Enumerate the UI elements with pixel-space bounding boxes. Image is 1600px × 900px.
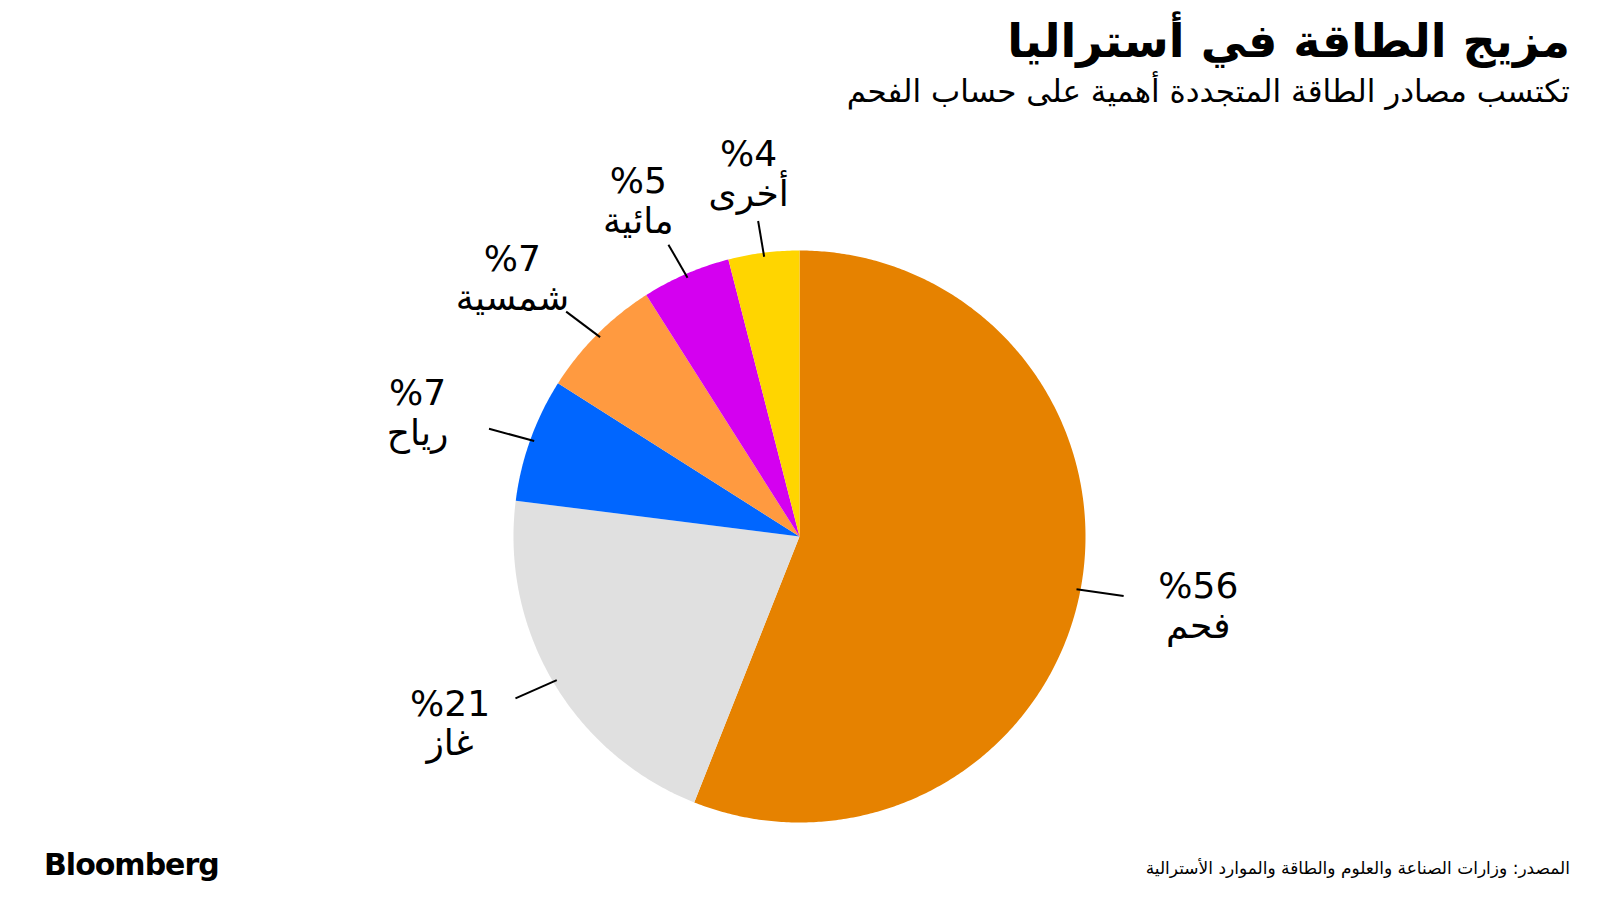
svg-text:%7رياح: %7رياح [387,372,449,454]
html-text:مزيج الطاقة في أستراليا: مزيج الطاقة في أستراليا [1007,14,1570,68]
svg-text:%5مائية: %5مائية [603,160,673,241]
svg-text:%21غاز: %21غاز [410,683,490,765]
html-text:المصدر: وزارات الصناعة والعلوم: المصدر: وزارات الصناعة والعلوم والطاقة و… [1145,858,1570,878]
svg-text:%7شمسية: %7شمسية [456,238,569,319]
svg-text:%4أخرى: %4أخرى [708,133,788,215]
html-text:Bloomberg: Bloomberg [44,847,219,882]
html-text:تكتسب مصادر الطاقة المتجددة أه: تكتسب مصادر الطاقة المتجددة أهمية على حس… [846,73,1570,110]
svg-text:%56فحم: %56فحم [1158,565,1238,647]
